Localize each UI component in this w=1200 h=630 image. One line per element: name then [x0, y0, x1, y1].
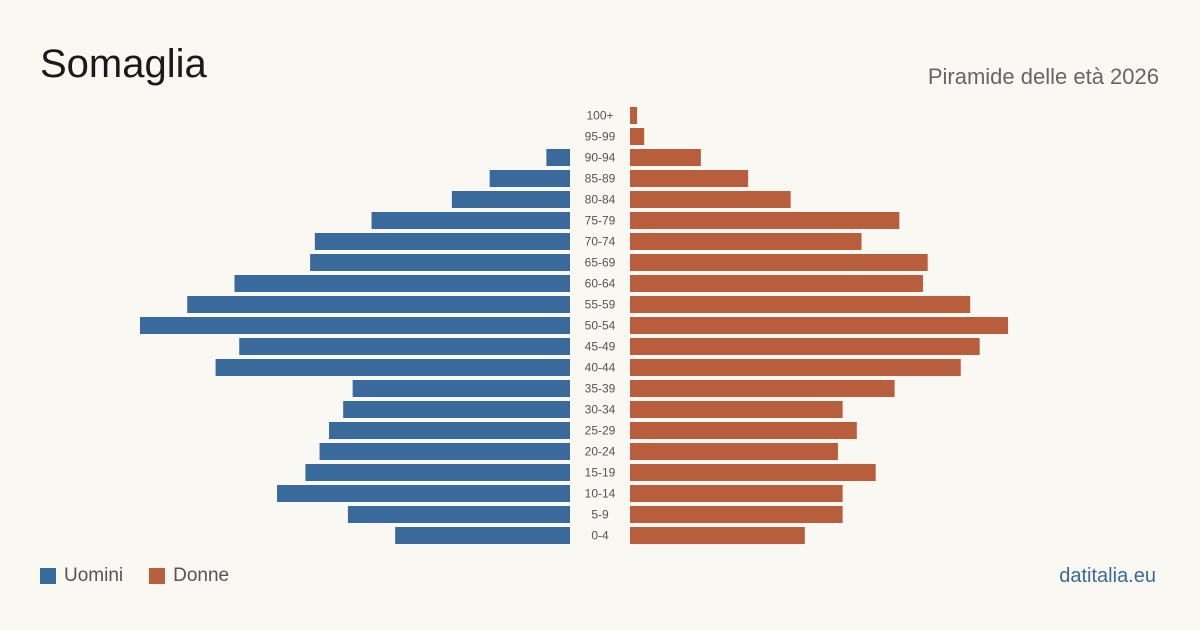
bar-male-0-4	[395, 527, 570, 544]
bar-female-20-24	[630, 443, 838, 460]
bar-female-45-49	[630, 338, 980, 355]
bar-female-70-74	[630, 233, 862, 250]
bar-female-95-99	[630, 128, 645, 145]
legend-swatch-male	[40, 568, 56, 584]
bar-male-80-84	[451, 191, 570, 208]
bar-male-70-74	[314, 233, 570, 250]
bar-female-65-69	[630, 254, 928, 271]
bar-female-80-84	[630, 191, 791, 208]
bar-female-10-14	[630, 485, 843, 502]
bar-female-55-59	[630, 296, 971, 313]
bar-male-90-94	[546, 149, 570, 166]
bar-female-90-94	[630, 149, 701, 166]
legend-label-female: Donne	[173, 565, 230, 586]
age-label-65-69: 65-69	[585, 256, 616, 270]
bar-female-85-89	[630, 170, 749, 187]
age-label-90-94: 90-94	[585, 151, 616, 165]
age-label-85-89: 85-89	[585, 172, 616, 186]
legend-label-male: Uomini	[64, 565, 124, 586]
bar-female-15-19	[630, 464, 876, 481]
age-label-55-59: 55-59	[585, 298, 616, 312]
bar-male-30-34	[343, 401, 570, 418]
age-label-35-39: 35-39	[585, 382, 616, 396]
age-label-100+: 100+	[586, 109, 613, 123]
bar-male-65-69	[310, 254, 570, 271]
age-label-95-99: 95-99	[585, 130, 616, 144]
bar-female-35-39	[630, 380, 895, 397]
age-label-75-79: 75-79	[585, 214, 616, 228]
age-label-45-49: 45-49	[585, 340, 616, 354]
age-label-10-14: 10-14	[585, 487, 616, 501]
age-label-30-34: 30-34	[585, 403, 616, 417]
bar-male-5-9	[347, 506, 570, 523]
age-label-60-64: 60-64	[585, 277, 616, 291]
bar-male-40-44	[215, 359, 570, 376]
bar-male-35-39	[352, 380, 570, 397]
age-label-25-29: 25-29	[585, 424, 616, 438]
legend-swatch-female	[149, 568, 166, 584]
bar-female-100+	[630, 107, 638, 124]
bar-female-60-64	[630, 275, 923, 292]
chart-subtitle: Piramide delle età 2026	[927, 64, 1159, 89]
source-link[interactable]: datitalia.eu	[1059, 565, 1156, 587]
bar-male-75-79	[371, 212, 570, 229]
age-label-0-4: 0-4	[591, 529, 609, 543]
bar-female-5-9	[630, 506, 843, 523]
bar-male-85-89	[489, 170, 570, 187]
age-label-40-44: 40-44	[585, 361, 616, 375]
page-title: Somaglia	[40, 42, 207, 86]
bar-female-25-29	[630, 422, 857, 439]
legend-item-female: Donne	[149, 565, 229, 587]
age-label-15-19: 15-19	[585, 466, 616, 480]
bar-male-55-59	[187, 296, 570, 313]
bar-female-40-44	[630, 359, 961, 376]
bar-male-45-49	[239, 338, 570, 355]
bar-female-30-34	[630, 401, 843, 418]
bar-male-20-24	[319, 443, 570, 460]
age-label-50-54: 50-54	[585, 319, 616, 333]
bar-female-50-54	[630, 317, 1009, 334]
legend-item-male: Uomini	[40, 565, 123, 587]
bar-male-10-14	[277, 485, 570, 502]
bar-male-15-19	[305, 464, 570, 481]
bar-female-0-4	[630, 527, 805, 544]
age-label-70-74: 70-74	[585, 235, 616, 249]
bar-female-75-79	[630, 212, 900, 229]
legend: Uomini Donne	[40, 565, 255, 587]
age-label-5-9: 5-9	[591, 508, 609, 522]
bar-male-60-64	[234, 275, 570, 292]
bar-male-50-54	[140, 317, 570, 334]
age-label-20-24: 20-24	[585, 445, 616, 459]
age-label-80-84: 80-84	[585, 193, 616, 207]
bar-male-25-29	[329, 422, 570, 439]
